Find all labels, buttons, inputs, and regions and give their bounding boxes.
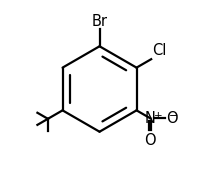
Text: O: O <box>145 133 156 148</box>
Text: +: + <box>154 111 162 121</box>
Text: Cl: Cl <box>152 43 166 58</box>
Text: N: N <box>145 111 156 126</box>
Text: −: − <box>169 111 179 121</box>
Text: O: O <box>166 111 178 126</box>
Text: Br: Br <box>92 14 108 29</box>
